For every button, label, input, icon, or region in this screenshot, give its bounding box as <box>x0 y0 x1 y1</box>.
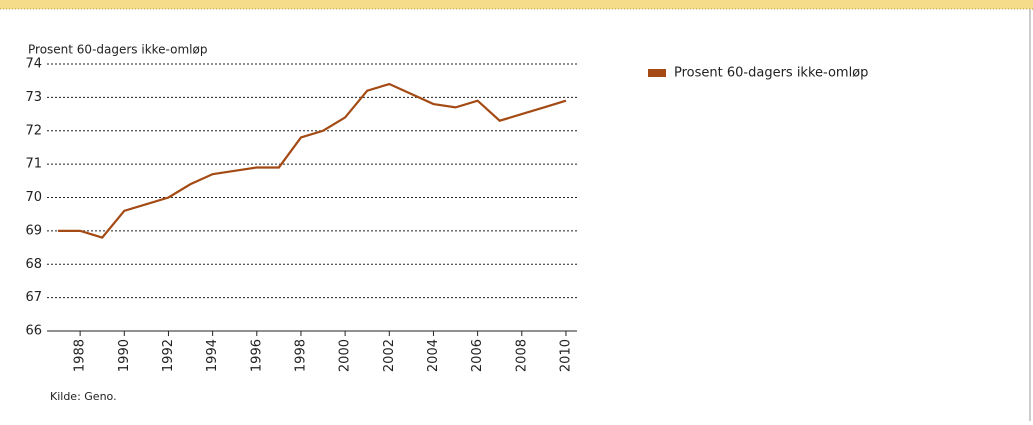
x-tick-label: 2008 <box>514 339 529 372</box>
x-tick-label: 1994 <box>205 339 220 372</box>
legend-swatch <box>648 69 666 77</box>
y-tick-label: 71 <box>25 157 42 172</box>
x-tick-label: 2000 <box>338 339 353 372</box>
y-tick-label: 67 <box>25 290 42 305</box>
y-tick-label: 72 <box>25 123 42 138</box>
x-tick-label: 2002 <box>382 339 397 372</box>
y-axis-title: Prosent 60-dagers ikke-omløp <box>28 43 207 57</box>
x-tick-label: 1996 <box>249 339 264 372</box>
y-tick-label: 73 <box>25 90 42 105</box>
source-note: Kilde: Geno. <box>50 390 117 403</box>
x-tick-label: 1992 <box>161 339 176 372</box>
x-tick-label: 1988 <box>73 339 88 372</box>
x-tick-label: 2006 <box>470 339 485 372</box>
top-band <box>0 0 1033 9</box>
y-tick-label: 74 <box>25 57 42 72</box>
x-tick-label: 1990 <box>117 339 132 372</box>
y-tick-label: 69 <box>25 223 42 238</box>
y-tick-label: 68 <box>25 257 42 272</box>
x-tick-label: 1998 <box>293 339 308 372</box>
data-line <box>58 82 567 239</box>
y-tick-label: 70 <box>25 190 42 205</box>
y-tick-label: 66 <box>25 324 42 339</box>
x-tick-label: 2010 <box>558 339 573 372</box>
x-tick-label: 2004 <box>426 339 441 372</box>
legend-label: Prosent 60-dagers ikke-omløp <box>674 66 868 81</box>
